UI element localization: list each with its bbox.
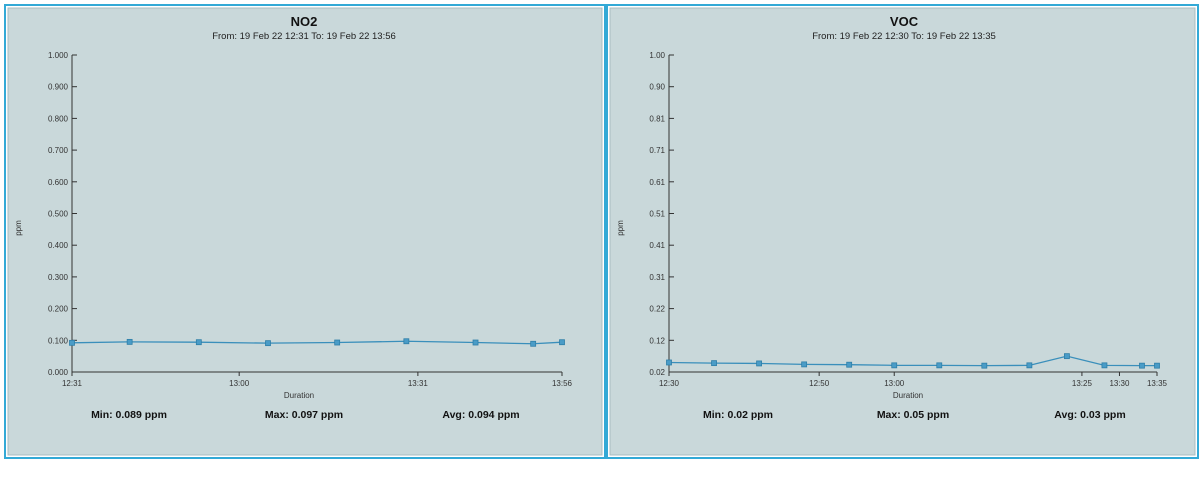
x-tick-label: 13:25 — [1072, 379, 1093, 388]
y-tick-label: 0.02 — [649, 368, 665, 377]
x-tick-label: 13:56 — [552, 379, 573, 388]
data-point — [334, 339, 341, 346]
data-point — [559, 339, 565, 346]
y-tick-label: 0.500 — [48, 210, 69, 219]
chart-subtitle: From: 19 Feb 22 12:31 To: 19 Feb 22 13:5… — [212, 31, 396, 42]
stat-avg: Avg: 0.03 ppm — [1054, 409, 1125, 421]
x-tick-label: 12:30 — [659, 379, 680, 388]
data-point — [666, 359, 672, 366]
y-tick-label: 0.800 — [48, 114, 69, 123]
data-point — [472, 339, 479, 346]
chart-background — [609, 7, 1196, 456]
stat-avg: Avg: 0.094 ppm — [442, 409, 519, 421]
data-point — [1026, 362, 1033, 369]
y-tick-label: 1.00 — [649, 51, 665, 60]
x-tick-label: 12:50 — [809, 379, 830, 388]
y-tick-label: 0.22 — [649, 305, 665, 314]
y-tick-label: 0.200 — [48, 305, 69, 314]
y-tick-label: 0.61 — [649, 178, 665, 187]
y-tick-label: 0.900 — [48, 83, 69, 92]
no2-chart-panel: NO2 From: 19 Feb 22 12:31 To: 19 Feb 22 … — [4, 4, 606, 459]
y-tick-label: 1.000 — [48, 51, 69, 60]
data-point — [126, 338, 133, 345]
chart-title: NO2 — [291, 14, 318, 29]
data-point — [1064, 353, 1070, 360]
stat-min: Min: 0.02 ppm — [703, 409, 773, 421]
no2-chart: NO2 From: 19 Feb 22 12:31 To: 19 Feb 22 … — [7, 7, 603, 456]
stat-max: Max: 0.05 ppm — [877, 409, 949, 421]
x-tick-label: 13:30 — [1109, 379, 1130, 388]
voc-chart-panel: VOC From: 19 Feb 22 12:30 To: 19 Feb 22 … — [606, 4, 1199, 459]
x-tick-label: 13:31 — [408, 379, 429, 388]
chart-background — [7, 7, 603, 456]
x-axis-label: Duration — [284, 391, 314, 400]
data-point — [936, 362, 943, 369]
x-tick-label: 13:00 — [884, 379, 905, 388]
data-point — [1101, 362, 1108, 369]
data-point — [403, 338, 410, 345]
data-point — [711, 360, 717, 367]
y-tick-label: 0.400 — [48, 241, 69, 250]
y-tick-label: 0.51 — [649, 210, 665, 219]
data-point — [530, 340, 537, 347]
x-tick-label: 13:35 — [1147, 379, 1168, 388]
chart-subtitle: From: 19 Feb 22 12:30 To: 19 Feb 22 13:3… — [812, 31, 996, 42]
stat-max: Max: 0.097 ppm — [265, 409, 343, 421]
y-tick-label: 0.90 — [649, 83, 665, 92]
stat-min: Min: 0.089 ppm — [91, 409, 167, 421]
data-point — [1154, 362, 1160, 369]
data-point — [265, 340, 271, 347]
y-tick-label: 0.100 — [48, 336, 69, 345]
data-point — [195, 339, 202, 346]
data-point — [846, 361, 853, 368]
y-tick-label: 0.600 — [48, 178, 69, 187]
y-tick-label: 0.31 — [649, 273, 665, 282]
data-point — [69, 339, 75, 346]
y-tick-label: 0.71 — [649, 146, 665, 155]
y-tick-label: 0.41 — [649, 241, 665, 250]
x-tick-label: 12:31 — [62, 379, 83, 388]
y-tick-label: 0.12 — [649, 336, 665, 345]
y-tick-label: 0.000 — [48, 368, 69, 377]
chart-title: VOC — [890, 14, 919, 29]
x-tick-label: 13:00 — [229, 379, 250, 388]
data-point — [801, 361, 808, 368]
y-axis-label: ppm — [14, 220, 23, 236]
y-tick-label: 0.700 — [48, 146, 69, 155]
y-axis-label: ppm — [616, 220, 625, 236]
data-point — [981, 362, 988, 369]
x-axis-label: Duration — [893, 391, 923, 400]
voc-chart: VOC From: 19 Feb 22 12:30 To: 19 Feb 22 … — [609, 7, 1196, 456]
data-point — [756, 360, 762, 367]
y-tick-label: 0.81 — [649, 114, 665, 123]
y-tick-label: 0.300 — [48, 273, 69, 282]
data-point — [1139, 362, 1145, 369]
data-point — [891, 362, 898, 369]
